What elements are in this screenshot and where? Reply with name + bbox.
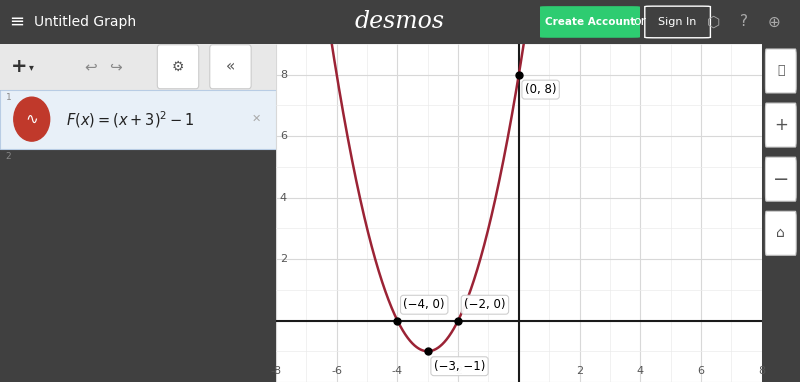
Text: -4: -4 <box>392 366 403 376</box>
Text: −: − <box>773 170 789 189</box>
Text: (0, 8): (0, 8) <box>525 83 556 96</box>
Text: (−2, 0): (−2, 0) <box>464 298 506 311</box>
Text: 6: 6 <box>698 366 704 376</box>
Text: -2: -2 <box>453 366 464 376</box>
Text: ⌂: ⌂ <box>777 226 785 240</box>
Text: Untitled Graph: Untitled Graph <box>34 15 136 29</box>
FancyBboxPatch shape <box>158 45 198 89</box>
Bar <box>0 89 276 149</box>
FancyBboxPatch shape <box>766 103 796 147</box>
Text: ⊕: ⊕ <box>767 15 780 29</box>
Text: -8: -8 <box>270 366 282 376</box>
Text: ∿: ∿ <box>26 112 38 127</box>
Text: Sign In: Sign In <box>658 17 697 27</box>
Text: -6: -6 <box>331 366 342 376</box>
Text: +: + <box>11 57 27 76</box>
Text: Create Account: Create Account <box>545 17 635 27</box>
Bar <box>0 44 276 89</box>
Text: 2: 2 <box>6 152 11 161</box>
Text: ↩: ↩ <box>85 59 98 74</box>
Text: ⬡: ⬡ <box>707 15 720 29</box>
Text: ↪: ↪ <box>110 59 122 74</box>
FancyBboxPatch shape <box>766 211 796 255</box>
Text: 6: 6 <box>280 131 287 141</box>
FancyBboxPatch shape <box>766 49 796 93</box>
Text: ≡: ≡ <box>10 13 25 31</box>
FancyBboxPatch shape <box>766 157 796 201</box>
Text: 🔧: 🔧 <box>777 65 785 78</box>
FancyBboxPatch shape <box>540 6 640 38</box>
Text: 2: 2 <box>576 366 583 376</box>
Text: ?: ? <box>740 15 748 29</box>
Text: 2: 2 <box>280 254 287 264</box>
Text: «: « <box>226 59 235 74</box>
Text: ⚙: ⚙ <box>172 60 184 74</box>
Text: 4: 4 <box>280 193 287 202</box>
Text: desmos: desmos <box>355 10 445 34</box>
Text: $F(x) = (x + 3)^2 - 1$: $F(x) = (x + 3)^2 - 1$ <box>66 109 195 129</box>
Text: ▾: ▾ <box>30 62 34 72</box>
Text: or: or <box>634 15 646 29</box>
Text: 8: 8 <box>280 70 287 80</box>
Text: (−4, 0): (−4, 0) <box>403 298 445 311</box>
FancyBboxPatch shape <box>210 45 251 89</box>
Circle shape <box>14 97 50 141</box>
Text: 1: 1 <box>6 93 11 102</box>
Text: ✕: ✕ <box>252 114 262 124</box>
Text: (−3, −1): (−3, −1) <box>434 360 485 373</box>
Text: 4: 4 <box>637 366 644 376</box>
Text: +: + <box>774 116 788 134</box>
Text: 8: 8 <box>758 366 765 376</box>
